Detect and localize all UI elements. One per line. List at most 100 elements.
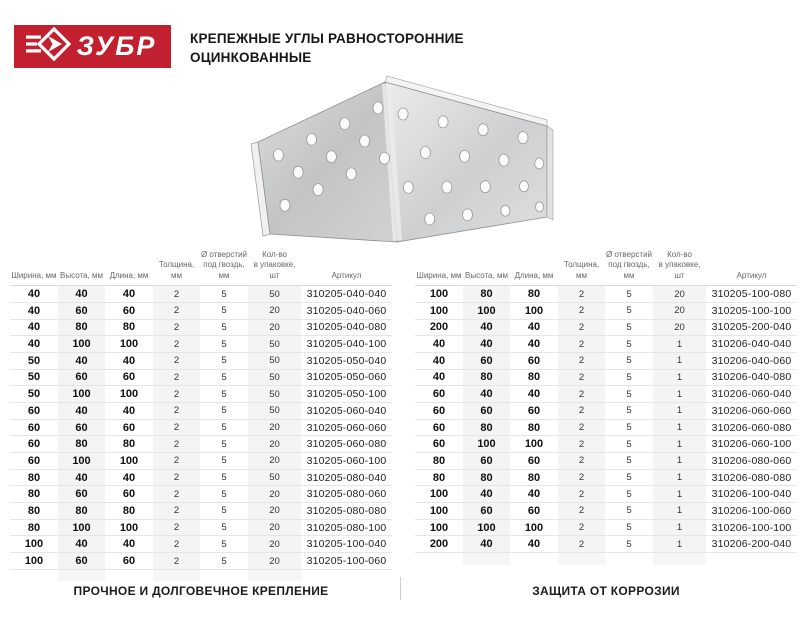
table-cell: 40 <box>463 385 510 403</box>
table-cell: 2 <box>153 369 200 387</box>
table-cell: 5 <box>200 335 248 353</box>
table-cell: 40 <box>58 535 105 554</box>
table-cell: 40 <box>463 535 510 554</box>
table-cell: 60 <box>58 485 105 504</box>
table-cell: 80 <box>510 469 558 487</box>
table-cell: 200 <box>415 319 463 337</box>
table-cell: 40 <box>415 335 463 353</box>
table-cell: 60 <box>105 369 153 387</box>
table-cell: 310206-040-040 <box>706 335 797 353</box>
table-cell: 310205-040-060 <box>301 302 392 320</box>
column-header: Длина, мм <box>105 250 153 287</box>
table-cell: 20 <box>248 302 301 320</box>
table-cell: 50 <box>248 369 301 387</box>
table-row: 40 80 80 2 5 20 310205-040-080 <box>10 319 392 337</box>
table-cell: 2 <box>153 502 200 520</box>
table-row: 100 100 100 2 5 1 310206-100-100 <box>415 519 797 537</box>
table-cell: 40 <box>58 469 105 487</box>
table-cell: 100 <box>463 302 510 320</box>
table-cell: 310206-060-100 <box>706 435 797 454</box>
table-cell: 20 <box>653 319 706 337</box>
table-cell: 50 <box>248 402 301 420</box>
table-cell: 5 <box>605 335 653 353</box>
table-cell: 2 <box>153 285 200 303</box>
table-row: 40 40 40 2 5 50 310205-040-040 <box>10 285 392 303</box>
table-cell: 100 <box>105 385 153 403</box>
table-cell: 50 <box>248 469 301 487</box>
table-cell: 100 <box>58 519 105 537</box>
table-row: 80 60 60 2 5 1 310206-080-060 <box>415 452 797 470</box>
table-cell: 20 <box>248 319 301 337</box>
table-cell: 200 <box>415 535 463 554</box>
table-cell: 310205-060-060 <box>301 419 392 437</box>
table-cell: 2 <box>558 535 605 554</box>
table-cell: 80 <box>58 502 105 520</box>
brand-logo: ЗУБР <box>14 25 171 68</box>
table-cell: 310205-050-100 <box>301 385 392 403</box>
table-cell: 100 <box>463 519 510 537</box>
title-line-1: КРЕПЕЖНЫЕ УГЛЫ РАВНОСТОРОННИЕ <box>190 31 464 46</box>
table-cell: 40 <box>10 285 58 303</box>
table-cell: 1 <box>653 452 706 470</box>
table-cell: 100 <box>463 435 510 454</box>
table-cell: 5 <box>605 535 653 554</box>
table-cell: 2 <box>558 452 605 470</box>
table-cell: 100 <box>58 452 105 470</box>
table-cell: 40 <box>510 335 558 353</box>
table-cell: 100 <box>58 335 105 353</box>
table-cell: 2 <box>558 402 605 420</box>
zubr-arrow-icon <box>25 26 71 67</box>
table-cell: 100 <box>415 285 463 303</box>
column-header: Длина, мм <box>510 250 558 287</box>
table-cell: 1 <box>653 502 706 520</box>
table-cell: 60 <box>510 502 558 520</box>
table-cell: 5 <box>200 485 248 504</box>
table-row: 80 80 80 2 5 20 310205-080-080 <box>10 502 392 520</box>
table-cell: 80 <box>10 502 58 520</box>
table-cell: 50 <box>248 352 301 370</box>
table-cell: 5 <box>605 452 653 470</box>
table-cell: 40 <box>105 352 153 370</box>
table-cell: 20 <box>248 552 301 570</box>
table-cell: 100 <box>510 519 558 537</box>
table-cell: 60 <box>58 419 105 437</box>
table-cell: 60 <box>105 302 153 320</box>
table-cell: 5 <box>200 402 248 420</box>
table-cell: 1 <box>653 385 706 403</box>
table-row: 100 60 60 2 5 1 310206-100-060 <box>415 502 797 520</box>
table-cell: 100 <box>105 519 153 537</box>
table-cell: 40 <box>463 319 510 337</box>
table-cell: 60 <box>415 435 463 454</box>
table-cell: 80 <box>58 319 105 337</box>
table-cell: 40 <box>105 285 153 303</box>
table-cell: 40 <box>58 402 105 420</box>
table-cell: 5 <box>200 552 248 570</box>
table-cell: 2 <box>153 435 200 454</box>
table-row: 50 100 100 2 5 50 310205-050-100 <box>10 385 392 403</box>
table-cell: 5 <box>200 385 248 403</box>
table-cell: 1 <box>653 369 706 387</box>
table-cell: 60 <box>10 419 58 437</box>
table-cell: 40 <box>510 485 558 504</box>
table-cell: 2 <box>558 285 605 303</box>
table-cell: 100 <box>10 535 58 554</box>
table-cell: 40 <box>105 402 153 420</box>
column-header: Кол-во в упаковке, шт <box>248 250 301 287</box>
table-cell: 2 <box>558 419 605 437</box>
table-cell: 310206-100-040 <box>706 485 797 504</box>
table-cell: 310205-100-080 <box>706 285 797 303</box>
column-header: Ø отверстий под гвоздь, мм <box>200 250 248 287</box>
table-cell: 1 <box>653 485 706 504</box>
table-row: 40 60 60 2 5 1 310206-040-060 <box>415 352 797 370</box>
table-cell: 20 <box>248 502 301 520</box>
table-cell: 310206-100-060 <box>706 502 797 520</box>
table-cell: 310205-200-040 <box>706 319 797 337</box>
table-cell: 40 <box>510 385 558 403</box>
table-cell: 40 <box>510 535 558 554</box>
table-cell: 40 <box>105 535 153 554</box>
column-header: Артикул <box>706 250 797 287</box>
table-cell: 100 <box>105 335 153 353</box>
table-cell: 5 <box>605 519 653 537</box>
table-row: 80 80 80 2 5 1 310206-080-080 <box>415 469 797 487</box>
table-cell: 100 <box>105 452 153 470</box>
